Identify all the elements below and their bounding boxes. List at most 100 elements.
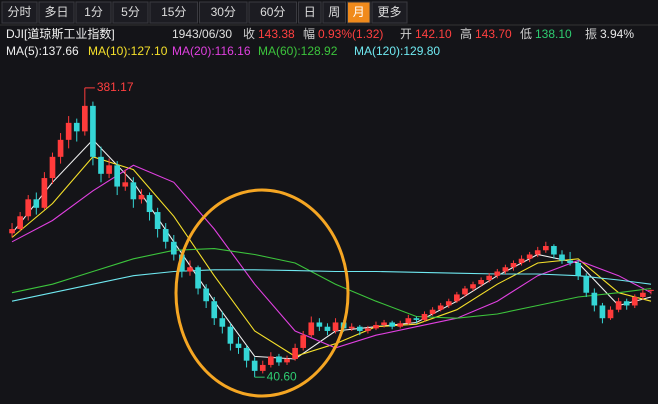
candle-body <box>227 326 234 344</box>
tab-label[interactable]: 日 <box>304 5 316 19</box>
candle-body <box>373 325 379 329</box>
candle-body <box>559 254 565 261</box>
field-label: 幅 <box>303 26 315 41</box>
field-value: 142.10 <box>415 27 452 41</box>
annotation-label: 40.60 <box>267 369 297 383</box>
candle-body <box>25 199 32 217</box>
candle-body <box>623 301 630 306</box>
candle-body <box>365 328 371 331</box>
field-value: 0.93%(1.32) <box>318 27 383 41</box>
date: 1943/06/30 <box>172 27 232 41</box>
tab[interactable] <box>112 1 149 24</box>
candle-body <box>122 182 129 187</box>
tab-label[interactable]: 1分 <box>84 5 103 19</box>
candle-body <box>203 288 209 302</box>
candle-body <box>114 165 121 187</box>
candle-body <box>17 216 23 230</box>
tab-label[interactable]: 多日 <box>44 5 68 19</box>
candle-body <box>235 343 242 348</box>
tab-label[interactable]: 分时 <box>7 5 31 19</box>
candle-body <box>170 241 177 255</box>
candle-body <box>332 322 339 331</box>
candle-body <box>648 289 654 291</box>
candle-body <box>195 267 201 289</box>
candle-body <box>575 263 581 276</box>
tab-label[interactable]: 更多 <box>377 5 401 19</box>
tab[interactable] <box>347 1 371 24</box>
candle-body <box>90 105 96 157</box>
candle-body <box>405 318 412 324</box>
tab[interactable] <box>1 1 38 24</box>
legend-entry: MA(120):129.80 <box>354 44 440 58</box>
candle-body <box>615 301 622 310</box>
candle-body <box>146 195 153 213</box>
candle-body <box>187 267 193 272</box>
field-label: 收 <box>243 27 255 41</box>
candle-body <box>41 178 48 208</box>
candle-body <box>348 326 355 329</box>
candle-body <box>73 122 80 132</box>
candle-body <box>162 229 169 242</box>
candle-body <box>534 250 541 255</box>
legend-entry: MA(60):128.92 <box>258 44 338 58</box>
candle-body <box>243 347 250 361</box>
field-label: 低 <box>520 27 532 41</box>
legend-entry: MA(10):127.10 <box>88 44 168 58</box>
candle-body <box>542 246 549 251</box>
tab-label[interactable]: 60分 <box>260 5 285 19</box>
legend-entry: MA(20):116.16 <box>172 44 251 58</box>
tab[interactable] <box>75 1 112 24</box>
candle-body <box>268 356 274 365</box>
tab-label[interactable]: 周 <box>328 5 340 19</box>
candle-body <box>57 139 64 157</box>
candle-body <box>82 105 88 132</box>
candle-body <box>276 356 282 363</box>
tab-label[interactable]: 月 <box>353 5 365 19</box>
ma-line <box>11 248 652 319</box>
tab[interactable] <box>322 1 346 24</box>
candle-body <box>219 318 226 327</box>
tab[interactable] <box>38 1 75 24</box>
tab-label[interactable]: 5分 <box>121 5 140 19</box>
ma-line <box>11 269 652 302</box>
candle-body <box>486 275 493 280</box>
tab-label[interactable]: 30分 <box>211 5 236 19</box>
candle-body <box>98 156 104 174</box>
candle-body <box>631 296 638 306</box>
tab[interactable] <box>298 1 322 24</box>
field-label: 高 <box>460 26 472 41</box>
field-label: 开 <box>400 27 412 41</box>
tab[interactable] <box>371 1 408 24</box>
candle-body <box>445 301 452 306</box>
tab[interactable] <box>199 1 248 24</box>
candle-body <box>251 360 258 371</box>
candle-body <box>518 258 525 264</box>
candle-body <box>478 279 484 285</box>
tab-label[interactable]: 15分 <box>161 5 186 19</box>
candle-body <box>106 165 112 174</box>
candle-body <box>470 284 476 289</box>
candle-body <box>413 318 420 320</box>
candle-body <box>381 322 387 326</box>
candle-body <box>429 309 436 314</box>
candle-body <box>179 254 185 272</box>
candle-body <box>9 229 15 234</box>
candle-body <box>599 305 606 319</box>
candle-body <box>49 156 56 179</box>
candle-body <box>259 364 266 371</box>
tab[interactable] <box>149 1 198 24</box>
candle-body <box>437 305 444 310</box>
field-value: 143.70 <box>475 27 512 41</box>
candle-body <box>308 322 315 336</box>
candle-body <box>130 182 137 200</box>
candle-body <box>284 358 290 363</box>
tab[interactable] <box>248 1 297 24</box>
candle-body <box>211 301 218 319</box>
field-value: 3.94% <box>600 27 634 41</box>
candle-body <box>421 313 428 320</box>
highlight-circle <box>174 188 350 398</box>
candle-body <box>607 309 614 319</box>
field-value: 138.10 <box>535 27 572 41</box>
